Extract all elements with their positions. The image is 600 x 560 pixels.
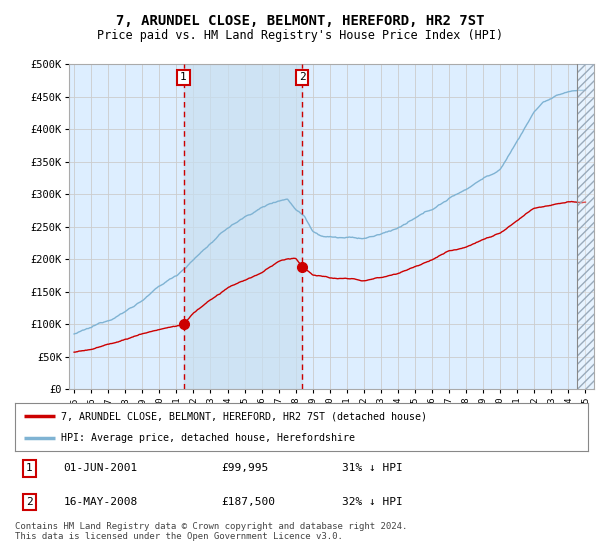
- Text: 01-JUN-2001: 01-JUN-2001: [64, 464, 138, 473]
- Text: 16-MAY-2008: 16-MAY-2008: [64, 497, 138, 507]
- Text: 31% ↓ HPI: 31% ↓ HPI: [341, 464, 403, 473]
- Text: 2: 2: [26, 497, 33, 507]
- Text: 32% ↓ HPI: 32% ↓ HPI: [341, 497, 403, 507]
- Text: 7, ARUNDEL CLOSE, BELMONT, HEREFORD, HR2 7ST: 7, ARUNDEL CLOSE, BELMONT, HEREFORD, HR2…: [116, 14, 484, 28]
- Text: HPI: Average price, detached house, Herefordshire: HPI: Average price, detached house, Here…: [61, 433, 355, 443]
- Text: 2: 2: [299, 72, 305, 82]
- Bar: [184, 64, 302, 389]
- Text: Price paid vs. HM Land Registry's House Price Index (HPI): Price paid vs. HM Land Registry's House …: [97, 29, 503, 42]
- Text: 1: 1: [26, 464, 33, 473]
- Text: 1: 1: [180, 72, 187, 82]
- Text: Contains HM Land Registry data © Crown copyright and database right 2024.
This d: Contains HM Land Registry data © Crown c…: [15, 522, 407, 542]
- Text: 7, ARUNDEL CLOSE, BELMONT, HEREFORD, HR2 7ST (detached house): 7, ARUNDEL CLOSE, BELMONT, HEREFORD, HR2…: [61, 411, 427, 421]
- Text: £99,995: £99,995: [221, 464, 269, 473]
- Text: £187,500: £187,500: [221, 497, 275, 507]
